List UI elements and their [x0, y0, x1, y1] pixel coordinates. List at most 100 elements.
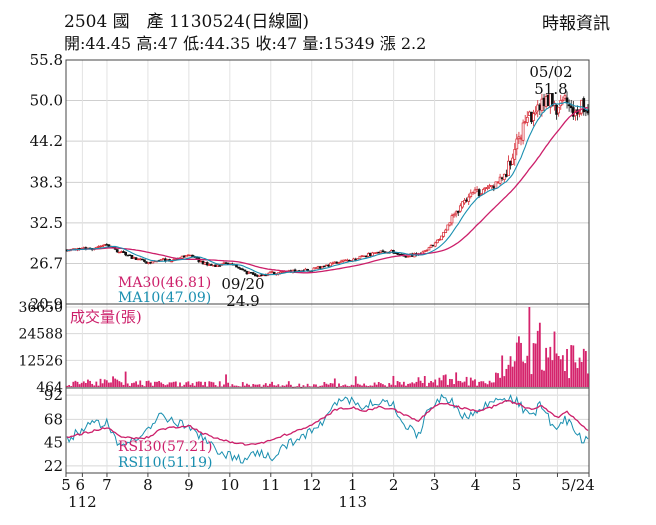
candle-body: [117, 251, 121, 254]
volume-value: 15349: [323, 34, 375, 53]
volume-bar: [105, 380, 108, 387]
volume-bar: [214, 385, 217, 387]
volume-bar: [250, 386, 253, 388]
candle-body: [124, 251, 127, 256]
candle-body: [373, 252, 376, 254]
volume-bar: [300, 387, 303, 388]
volume-bar: [317, 386, 319, 388]
volume-bar: [463, 381, 466, 387]
candle-body: [490, 185, 494, 188]
volume-bar: [72, 381, 75, 387]
volume-bar: [197, 381, 200, 387]
candle-body: [423, 250, 427, 253]
volume-bar: [87, 379, 89, 387]
candle-body: [224, 262, 228, 264]
volume-bar: [459, 381, 462, 387]
volume-bar: [235, 385, 238, 387]
rsi10-line: [66, 393, 589, 464]
volume-bar: [524, 363, 527, 387]
ma30-line: [66, 106, 589, 274]
volume-bar: [191, 383, 194, 387]
volume-bar: [547, 357, 550, 387]
x-tick-label: 10: [220, 476, 239, 494]
candle-body: [115, 249, 119, 253]
candle-body: [327, 264, 330, 267]
volume-bar: [363, 383, 366, 387]
rsi-lines: [66, 393, 589, 464]
candle-body: [375, 252, 379, 254]
change-value: 2.2: [400, 34, 427, 53]
rsi-panel-frame: [65, 387, 590, 474]
candle-body: [435, 239, 439, 244]
candle-body: [438, 239, 441, 241]
volume-bar: [446, 384, 449, 387]
candle-body: [329, 262, 332, 267]
candle-body: [218, 265, 222, 267]
volume-bar: [503, 376, 506, 387]
volume-bar: [461, 382, 464, 387]
volume-bar: [350, 384, 353, 387]
volume-bar: [346, 385, 349, 387]
candle-body: [126, 254, 130, 257]
candle-body: [444, 229, 448, 233]
moving-average-lines: [66, 101, 589, 276]
x-tick-label: 6: [76, 476, 86, 494]
volume-bar: [572, 345, 575, 387]
volume-bar: [432, 382, 435, 387]
volume-bar: [170, 382, 173, 387]
volume-bar: [114, 378, 117, 387]
volume-bar: [319, 385, 322, 387]
volume-bar: [262, 384, 265, 387]
candle-body: [161, 258, 165, 260]
volume-bar: [93, 385, 96, 387]
volume-bar: [233, 385, 236, 387]
candle-body: [551, 93, 554, 107]
candle-body: [337, 262, 341, 264]
candle-body: [381, 250, 385, 253]
candle-body: [578, 113, 581, 115]
candle-body: [331, 262, 335, 265]
candle-body: [555, 105, 558, 115]
volume-bar: [133, 382, 135, 387]
price-tick-label: 26.7: [30, 254, 63, 272]
chart-date-type: 1130524(日線圖): [169, 12, 310, 32]
candle-body: [542, 97, 546, 106]
candle-body: [199, 260, 203, 263]
volume-bar: [515, 342, 518, 387]
volume-bar: [313, 384, 315, 387]
candle-body: [582, 98, 586, 113]
volume-bar: [112, 376, 114, 387]
volume-bar: [154, 381, 156, 387]
candle-body: [136, 258, 140, 261]
candle-body: [205, 262, 209, 266]
candle-body: [360, 255, 364, 257]
price-tick-label: 32.5: [30, 214, 63, 232]
volume-bar: [417, 377, 420, 387]
rsi30-legend: RSI30(57.21): [118, 439, 212, 455]
volume-bar: [156, 381, 158, 387]
volume-bar: [241, 382, 244, 387]
candle-body: [346, 259, 349, 262]
volume-tick-label: 24588: [18, 327, 63, 343]
volume-bar: [304, 386, 307, 388]
candle-body: [364, 255, 368, 258]
low-annotation-date: 09/20: [221, 275, 264, 293]
candle-body: [532, 113, 535, 121]
volume-bar: [386, 386, 389, 388]
volume-bar: [308, 386, 311, 387]
volume-bar: [407, 383, 409, 387]
volume-bar: [411, 382, 414, 387]
volume-bar: [271, 381, 273, 387]
volume-bar: [126, 383, 129, 387]
volume-bar: [377, 381, 380, 387]
chart-title: 2504 國 產 1130524(日線圖): [64, 7, 309, 32]
volume-bar: [451, 379, 453, 387]
volume-bar: [231, 384, 234, 387]
volume-bar: [103, 379, 106, 387]
x-tick-label: 8: [143, 476, 153, 494]
volume-bar: [421, 383, 424, 387]
volume-bar: [164, 385, 167, 387]
volume-bar: [375, 384, 378, 387]
publisher-label: 時報資訊: [542, 14, 610, 34]
volume-bar: [128, 385, 131, 387]
